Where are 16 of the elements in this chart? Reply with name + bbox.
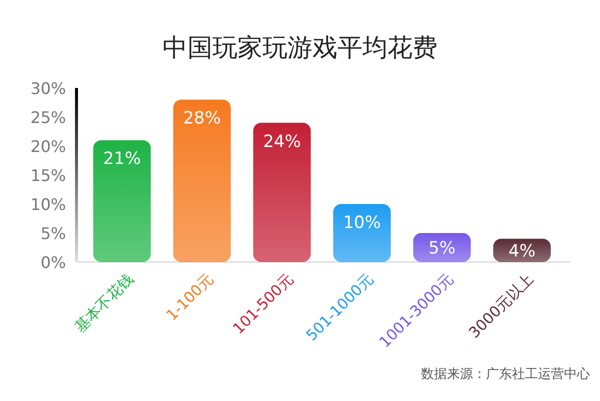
- y-tick-label: 25%: [30, 108, 66, 127]
- data-label: 21%: [103, 149, 141, 170]
- chart-title: 中国玩家玩游戏平均花费: [162, 33, 438, 62]
- y-tick-label: 5%: [40, 224, 66, 243]
- data-label: 4%: [508, 241, 536, 262]
- y-tick-label: 30%: [30, 79, 66, 98]
- y-tick-label: 10%: [30, 195, 66, 214]
- data-label: 5%: [428, 238, 456, 258]
- y-tick-label: 15%: [30, 166, 66, 185]
- source-note: 数据来源：广东社工运营中心: [421, 366, 590, 382]
- data-label: 10%: [343, 213, 381, 233]
- y-tick-label: 0%: [40, 253, 66, 272]
- x-tick-label: 基本不花钱: [71, 270, 137, 336]
- data-label: 28%: [183, 108, 221, 129]
- y-tick-label: 20%: [30, 137, 66, 156]
- data-label: 24%: [263, 132, 301, 152]
